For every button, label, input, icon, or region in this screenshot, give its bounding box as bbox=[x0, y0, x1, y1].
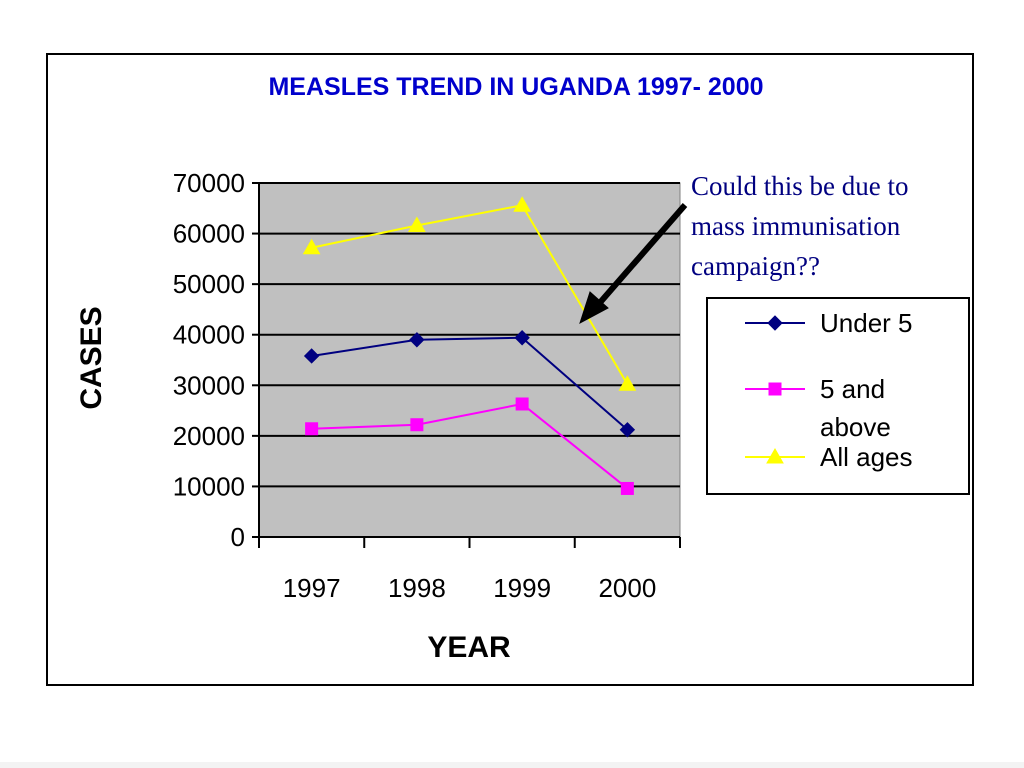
y-tick-label: 40000 bbox=[173, 320, 245, 350]
x-tick-label: 1999 bbox=[493, 573, 551, 603]
data-point bbox=[409, 332, 425, 348]
data-point bbox=[514, 330, 530, 346]
y-tick-label: 70000 bbox=[173, 168, 245, 198]
y-tick-label: 30000 bbox=[173, 370, 245, 400]
x-tick-label: 2000 bbox=[598, 573, 656, 603]
data-point bbox=[619, 422, 636, 438]
data-point bbox=[618, 375, 637, 391]
data-point bbox=[513, 196, 531, 212]
series-line bbox=[311, 402, 629, 490]
y-tick-label: 20000 bbox=[173, 421, 245, 451]
annotation-text: Could this be due to mass immunisation cam… bbox=[691, 171, 909, 281]
legend-label: Under 5 bbox=[820, 308, 913, 338]
y-tick-label: 60000 bbox=[173, 219, 245, 249]
series-line bbox=[311, 336, 629, 431]
series-line bbox=[311, 204, 629, 385]
data-point bbox=[515, 397, 529, 411]
x-axis-label: YEAR bbox=[427, 631, 511, 664]
data-point bbox=[305, 422, 319, 436]
plot-background bbox=[258, 182, 681, 538]
chart-frame bbox=[46, 53, 974, 686]
annotation: Could this be due to mass immunisation cam… bbox=[579, 171, 909, 325]
chart-title: MEASLES TREND IN UGANDA 1997- 2000 bbox=[268, 73, 763, 101]
x-tick-label: 1997 bbox=[283, 573, 341, 603]
bottom-strip bbox=[0, 762, 1024, 768]
y-tick-label: 0 bbox=[231, 522, 245, 552]
data-point bbox=[303, 348, 320, 364]
data-point bbox=[302, 238, 321, 255]
legend-marker bbox=[767, 315, 783, 331]
legend-marker bbox=[766, 447, 784, 464]
x-tick-label: 1998 bbox=[388, 573, 446, 603]
legend-label: All ages bbox=[820, 442, 913, 472]
data-point bbox=[410, 418, 424, 432]
data-point bbox=[408, 216, 426, 232]
legend-marker bbox=[768, 382, 782, 396]
annotation-arrow-shaft bbox=[594, 203, 688, 308]
legend-box bbox=[706, 297, 970, 495]
annotation-arrow-head bbox=[579, 291, 609, 325]
data-point bbox=[620, 481, 634, 495]
y-axis-label: CASES bbox=[75, 306, 108, 409]
plot-area: 0 10000 20000 30000 40000 50000 60000 70000 1997… bbox=[173, 168, 681, 603]
legend-label: 5 and above bbox=[820, 374, 891, 442]
y-tick-label: 10000 bbox=[173, 471, 245, 501]
y-tick-label: 50000 bbox=[173, 269, 245, 299]
